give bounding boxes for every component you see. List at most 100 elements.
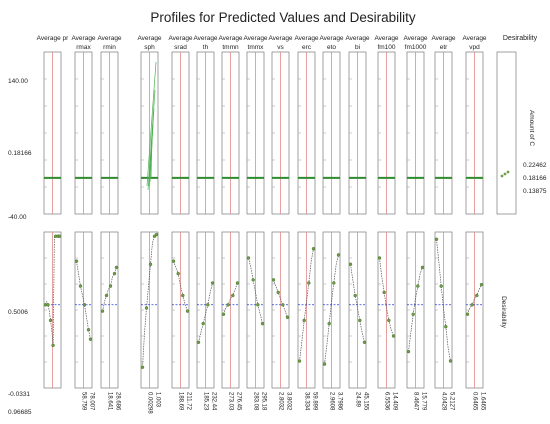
factor-high-5: 232.44 [211, 392, 217, 411]
factor-low-13: 8.4647 [413, 392, 419, 411]
factor-high-9: 59.899 [312, 392, 318, 411]
factor-low-6: 273.03 [228, 392, 234, 411]
top-y-tick-current: 0.18166 [8, 150, 32, 157]
bottom-y-tick-max: 0.96685 [8, 409, 32, 416]
factor-high-10: 3.7986 [337, 392, 343, 411]
desirability-point-10-0 [322, 362, 327, 366]
factor-header-2-0: Average [97, 35, 121, 42]
factor-low-15: 0.6465 [472, 392, 478, 411]
factor-header-5-1: th [203, 44, 209, 51]
desirability-point-10-6 [336, 253, 341, 257]
factor-header-4-0: Average [168, 35, 192, 42]
factor-low-14: 4.0428 [441, 392, 447, 411]
desirability-point-8-4 [281, 303, 285, 307]
desirability-point-3-0 [140, 365, 145, 369]
desirability-point-1-4 [82, 303, 87, 307]
factor-high-8: 3.8032 [286, 392, 292, 411]
desirability-panel: Desirability Amount of C 0.22462 0.18166… [496, 35, 547, 329]
desirability-point-2-7 [114, 265, 119, 270]
desirability-point-15-6 [479, 282, 484, 287]
desirability-function-point-1 [503, 172, 507, 176]
desirability-point-5-4 [206, 303, 210, 307]
factor-header-8-1: vs [277, 44, 284, 51]
factor-high-4: 211.72 [186, 392, 192, 411]
desirability-point-11-4 [358, 318, 362, 323]
factor-low-3: 0.00298 [147, 392, 153, 414]
desirability-point-8-2 [276, 290, 280, 295]
factor-header-13-1: fm1000 [405, 44, 427, 51]
factor-header-9-0: Average [294, 35, 318, 42]
desirability-curve-12 [379, 257, 394, 337]
factor-high-7: 295.18 [261, 392, 267, 411]
desirability-point-13-2 [411, 312, 415, 316]
factor-header-15-1: vpd [469, 44, 480, 51]
desirability-point-11-6 [362, 340, 367, 344]
factor-header-7-1: tmmx [248, 44, 265, 51]
desirability-point-10-4 [332, 281, 336, 285]
desirability-point-6-4 [231, 293, 235, 298]
factor-header-6-0: Average [218, 35, 242, 42]
desirability-point-12-0 [377, 256, 382, 260]
factor-header-10-1: eto [327, 44, 336, 51]
desirability-point-5-0 [196, 340, 201, 344]
factor-low-7: 283.08 [253, 392, 259, 411]
factor-header-14-1: etr [440, 44, 448, 51]
desirability-point-2-0 [100, 309, 105, 313]
factor-header-15-0: Average [462, 35, 486, 42]
factor-low-1: 58.759 [81, 392, 87, 411]
factor-header-7-0: Average [243, 35, 267, 42]
desirability-point-11-2 [353, 293, 357, 298]
desirability-curve-5 [198, 282, 213, 343]
desirability-point-8-6 [285, 315, 290, 319]
desirability-point-9-0 [297, 359, 302, 363]
factor-header-9-1: erc [302, 44, 312, 51]
factor-high-12: 14.409 [392, 392, 398, 411]
desirability-point-14-2 [439, 284, 443, 288]
desirability-point-0-2 [46, 303, 50, 307]
desirability-curve-10 [324, 254, 339, 365]
desirability-point-15-0 [465, 312, 470, 316]
factor-header-0-0: Average pr [37, 35, 70, 42]
desirability-point-6-6 [235, 281, 240, 285]
factor-header-1-1: rmax [76, 44, 91, 51]
desirability-point-13-0 [406, 349, 411, 354]
desirability-point-2-6 [112, 271, 117, 276]
bottom-y-tick-current: 0.5006 [8, 309, 28, 316]
factor-high-2: 28.686 [115, 392, 121, 411]
desirability-point-1-6 [86, 328, 91, 332]
factor-high-3: 1.003 [155, 392, 161, 408]
factor-header-5-0: Average [193, 35, 217, 42]
desirability-tick-lower: 0.13875 [523, 188, 547, 195]
factor-header-1-0: Average [71, 35, 95, 42]
desirability-curve-4 [173, 261, 188, 312]
factor-low-12: 6.5536 [384, 392, 390, 411]
sph-spread-4 [150, 139, 153, 179]
factor-header-6-1: tmmn [222, 44, 239, 51]
desirability-point-14-0 [434, 237, 439, 242]
factor-low-10: 2.9608 [329, 392, 335, 411]
factor-header-8-0: Average [268, 35, 292, 42]
factor-low-2: 18.641 [107, 392, 113, 411]
desirability-function-point-0 [500, 174, 504, 178]
desirability-tick-upper: 0.22462 [523, 162, 547, 169]
factor-low-4: 188.69 [178, 392, 184, 411]
factor-high-14: 5.2127 [449, 392, 455, 411]
left-axis: 140.00 0.18166 -40.00 0.5006 -0.0331 0.9… [8, 78, 32, 416]
top-y-tick-max: 140.00 [8, 78, 28, 85]
desirability-point-10-2 [327, 321, 331, 326]
desirability-point-4-0 [171, 259, 176, 263]
factor-header-3-0: Average [137, 35, 161, 42]
desirability-point-7-2 [251, 278, 255, 282]
desirability-point-12-4 [387, 318, 391, 323]
desirability-curve-11 [350, 264, 365, 343]
desirability-point-2-2 [104, 293, 109, 298]
bottom-y-axis-label: Desirability [500, 296, 507, 329]
desirability-point-5-6 [210, 281, 215, 285]
factor-high-6: 276.45 [236, 392, 242, 411]
factor-high-11: 45.155 [363, 392, 369, 411]
desirability-point-1-0 [74, 259, 79, 263]
desirability-point-4-4 [181, 293, 185, 298]
top-y-tick-min: -40.00 [8, 214, 27, 221]
desirability-point-9-4 [307, 281, 311, 285]
